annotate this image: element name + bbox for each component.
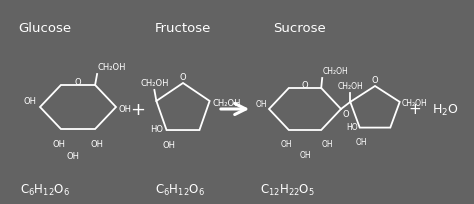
- Text: O: O: [301, 81, 308, 90]
- Text: OH: OH: [321, 139, 333, 148]
- Text: H$_2$O: H$_2$O: [432, 102, 458, 117]
- Text: HO: HO: [346, 123, 358, 131]
- Text: HO: HO: [151, 124, 164, 133]
- Text: OH: OH: [281, 139, 292, 148]
- Text: C$_6$H$_{12}$O$_6$: C$_6$H$_{12}$O$_6$: [20, 182, 70, 197]
- Text: C$_6$H$_{12}$O$_6$: C$_6$H$_{12}$O$_6$: [155, 182, 205, 197]
- Text: CH₂OH: CH₂OH: [97, 63, 126, 72]
- Text: CH₂OH: CH₂OH: [140, 79, 169, 88]
- Text: OH: OH: [53, 139, 65, 148]
- Text: OH: OH: [91, 139, 104, 148]
- Text: OH: OH: [24, 97, 37, 106]
- Text: C$_{12}$H$_{22}$O$_5$: C$_{12}$H$_{22}$O$_5$: [260, 182, 315, 197]
- Text: OH: OH: [299, 150, 311, 159]
- Text: O: O: [342, 109, 349, 118]
- Text: OH: OH: [66, 151, 80, 160]
- Text: OH: OH: [255, 100, 267, 109]
- Text: OH: OH: [356, 137, 367, 146]
- Text: CH₂OH: CH₂OH: [322, 67, 348, 76]
- Text: +: +: [409, 102, 421, 117]
- Text: OH: OH: [162, 140, 175, 149]
- Text: CH₂OH: CH₂OH: [337, 81, 363, 90]
- Text: OH: OH: [119, 105, 132, 114]
- Text: O: O: [372, 76, 378, 85]
- Text: Sucrose: Sucrose: [273, 22, 327, 35]
- Text: Fructose: Fructose: [155, 22, 211, 35]
- Text: CH₂OH: CH₂OH: [213, 99, 241, 108]
- Text: O: O: [180, 73, 186, 82]
- Text: +: +: [130, 101, 146, 118]
- Text: Glucose: Glucose: [18, 22, 71, 35]
- Text: O: O: [75, 78, 82, 86]
- Text: CH₂OH: CH₂OH: [402, 99, 428, 108]
